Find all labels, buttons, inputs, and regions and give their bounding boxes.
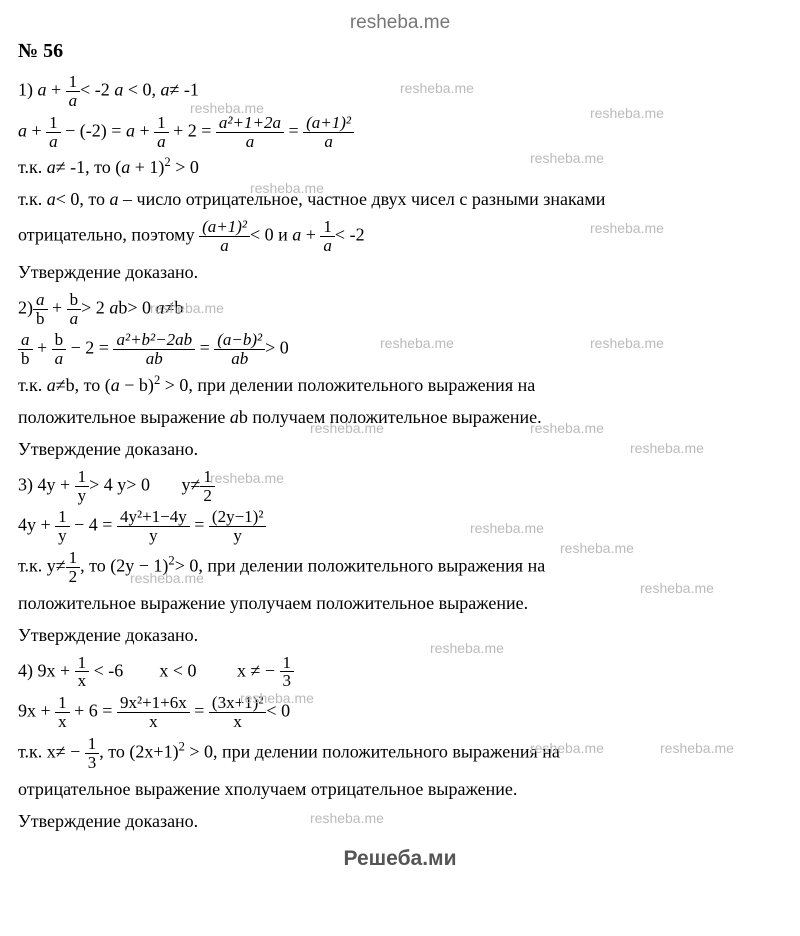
p1-neg: отрицательно, поэтому (a+1)²a< 0 и a + 1…	[18, 218, 782, 255]
p4-tk1: т.к. x≠ − 13, то (2x+1)2 > 0, при делени…	[18, 735, 782, 772]
footer-text: Решеба.ми	[18, 847, 782, 871]
p1-eq: a + 1a − (-2) = a + 1a + 2 = a²+1+2aa = …	[18, 114, 782, 151]
p4-proved: Утверждение доказано.	[18, 808, 782, 836]
site-header: resheba.me	[18, 12, 782, 34]
p1-tk2: т.к. a< 0, то a – число отрицательное, ч…	[18, 186, 782, 214]
p2-proved: Утверждение доказано.	[18, 436, 782, 464]
p1-proved: Утверждение доказано.	[18, 259, 782, 287]
p3-eq: 4y + 1y − 4 = 4y²+1−4yy = (2y−1)²y	[18, 508, 782, 545]
p2-tk2: положительное выражение ab получаем поло…	[18, 404, 782, 432]
p4-eq: 9x + 1x + 6 = 9x²+1+6xx = (3x+1)²x< 0	[18, 694, 782, 731]
p3-tk2: положительное выражение yполучаем положи…	[18, 590, 782, 618]
p4-given: 4) 9x + 1x < -6 x < 0 x ≠ − 13	[18, 654, 782, 691]
p1-given: 1) a + 1a< -2 a < 0, a≠ -1	[18, 73, 782, 110]
p2-tk1: т.к. a≠b, то (a − b)2 > 0, при делении п…	[18, 372, 782, 400]
p3-tk1: т.к. y≠12, то (2y − 1)2> 0, при делении …	[18, 549, 782, 586]
p1-tk1: т.к. a≠ -1, то (a + 1)2 > 0	[18, 154, 782, 182]
exercise-number: № 56	[18, 40, 782, 63]
p3-proved: Утверждение доказано.	[18, 622, 782, 650]
p4-tk2: отрицательное выражение xполучаем отрица…	[18, 776, 782, 804]
p3-given: 3) 4y + 1y> 4 y> 0 y≠12	[18, 468, 782, 505]
p2-given: 2)ab + ba> 2 ab> 0 a≠b	[18, 291, 782, 328]
p2-eq: ab + ba − 2 = a²+b²−2abab = (a−b)²ab> 0	[18, 331, 782, 368]
